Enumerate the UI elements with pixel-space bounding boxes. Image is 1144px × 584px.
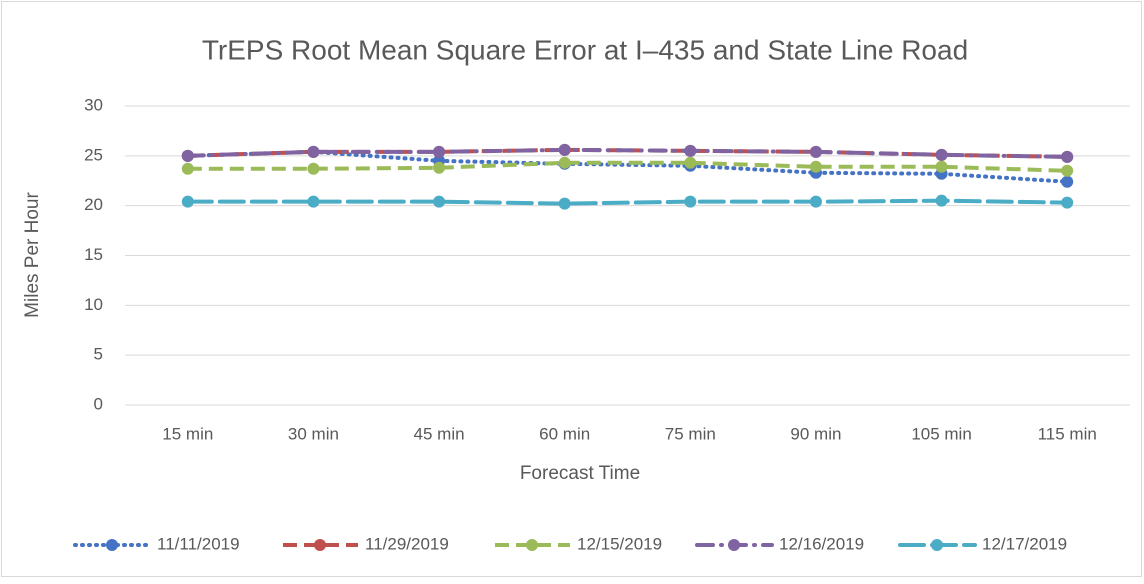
data-point: [935, 160, 948, 173]
x-tick-label: 45 min: [414, 424, 465, 443]
data-point: [307, 195, 320, 208]
y-tick-label: 15: [84, 245, 103, 264]
data-point: [181, 195, 194, 208]
data-point: [433, 145, 446, 158]
y-tick-label: 10: [84, 295, 103, 314]
x-tick-label: 60 min: [539, 424, 590, 443]
legend-label: 11/11/2019: [157, 534, 240, 553]
series-line: [185, 198, 1070, 206]
legend-marker: [106, 539, 118, 551]
data-point: [558, 156, 571, 169]
data-point: [1061, 196, 1074, 209]
x-axis-label: Forecast Time: [520, 463, 640, 484]
y-tick-label: 25: [84, 145, 103, 164]
data-point: [307, 162, 320, 175]
legend-label: 12/16/2019: [779, 534, 864, 553]
x-tick-label: 115 min: [1038, 424, 1097, 443]
x-tick-label: 90 min: [790, 424, 841, 443]
y-tick-label: 5: [94, 345, 103, 364]
y-tick-label: 0: [94, 394, 103, 413]
data-point: [181, 149, 194, 162]
legend-marker: [526, 539, 538, 551]
data-point: [935, 194, 948, 207]
data-point: [1061, 175, 1074, 188]
series-line: [185, 147, 1070, 159]
data-point: [684, 195, 697, 208]
chart-title: TrEPS Root Mean Square Error at I–435 an…: [202, 34, 968, 65]
data-point: [433, 195, 446, 208]
data-point: [1061, 150, 1074, 163]
y-tick-label: 20: [84, 195, 103, 214]
legend-label: 11/29/2019: [365, 534, 449, 553]
y-tick-label: 30: [84, 95, 103, 114]
x-tick-label: 75 min: [665, 424, 716, 443]
legend-marker: [728, 539, 740, 551]
legend-marker: [931, 539, 943, 551]
legend-label: 12/15/2019: [577, 534, 662, 553]
x-tick-label: 30 min: [288, 424, 339, 443]
data-point: [684, 156, 697, 169]
data-point: [809, 195, 822, 208]
data-point: [558, 143, 571, 156]
data-point: [809, 145, 822, 158]
data-point: [1061, 164, 1074, 177]
y-axis-label: Miles Per Hour: [22, 192, 43, 318]
data-point: [181, 162, 194, 175]
legend-label: 12/17/2019: [982, 534, 1067, 553]
x-tick-label: 105 min: [911, 424, 971, 443]
data-point: [307, 145, 320, 158]
legend-marker: [314, 539, 326, 551]
data-point: [935, 148, 948, 161]
data-point: [433, 161, 446, 174]
x-tick-label: 15 min: [162, 424, 213, 443]
data-point: [684, 144, 697, 157]
data-point: [809, 160, 822, 173]
data-point: [558, 197, 571, 210]
